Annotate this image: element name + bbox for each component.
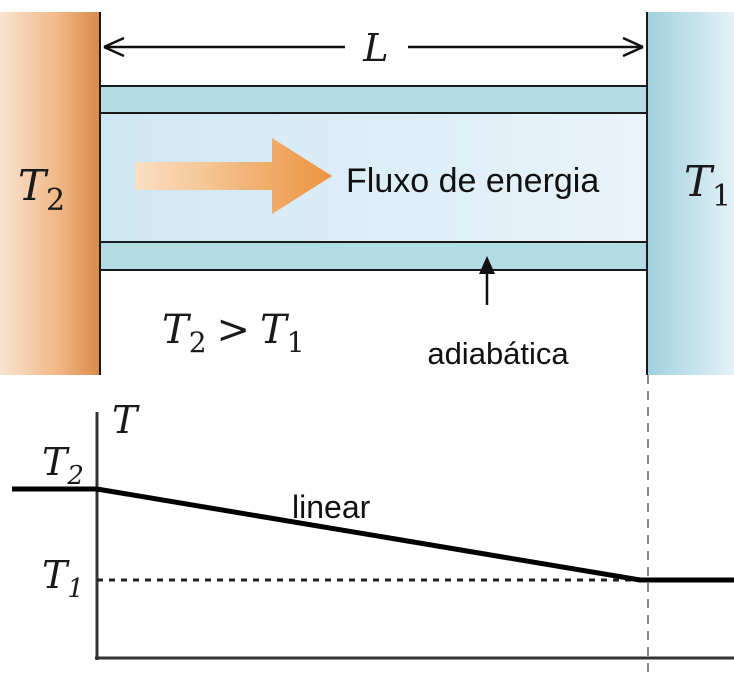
temperature-profile-line [12, 486, 734, 583]
flow-label: Fluxo de energia [346, 162, 599, 200]
cold-temp-label: T1 [684, 157, 731, 214]
cold-reservoir [647, 12, 734, 375]
temperature-graph [12, 375, 734, 675]
t1-axis-label: T1 [42, 553, 84, 604]
length-label: L [362, 26, 388, 70]
hot-reservoir [0, 12, 100, 375]
insulation-label: adiabática [427, 336, 569, 371]
y-axis-label: T [112, 398, 140, 442]
adiabatic-arrow [479, 256, 495, 274]
t2-axis-label: T2 [42, 440, 84, 491]
condition-label: T2 > T1 [162, 307, 305, 359]
hot-temp-label: T2 [18, 161, 65, 218]
energy-flow-arrow [135, 138, 332, 214]
length-dimension [103, 36, 644, 58]
linear-label: linear [292, 489, 371, 525]
